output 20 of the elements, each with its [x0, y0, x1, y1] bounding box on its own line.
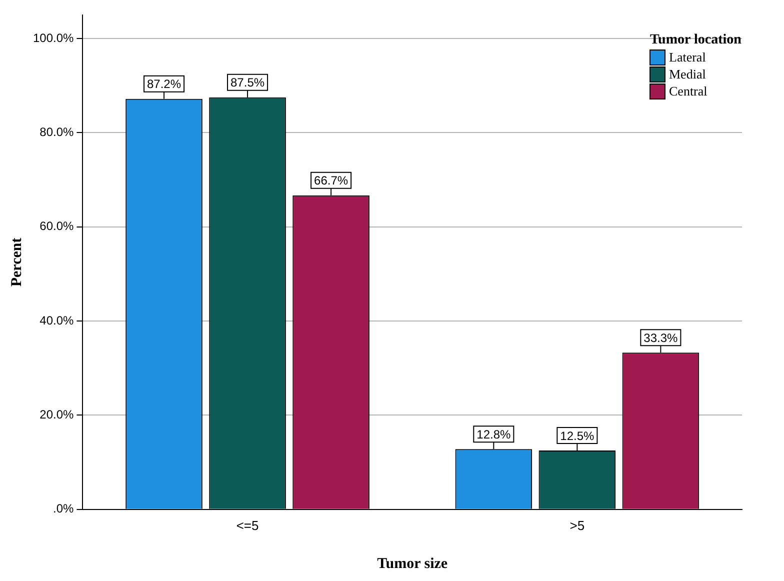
y-tick-label: .0% [53, 502, 74, 516]
legend-label: Medial [669, 66, 706, 82]
x-tick-label: <=5 [236, 518, 259, 533]
x-axis-title: Tumor size [377, 556, 448, 572]
y-axis-title: Percent [8, 238, 25, 287]
y-tick-label: 80.0% [40, 125, 74, 140]
data-label: 87.5% [230, 76, 265, 90]
y-tick-label: 100.0% [32, 30, 74, 45]
data-label: 12.8% [476, 427, 512, 442]
legend-title: Tumor location [650, 32, 742, 48]
legend-label: Lateral [669, 49, 706, 64]
data-label: 87.2% [146, 77, 182, 92]
x-tick-label: >5 [570, 518, 585, 533]
y-tick-label: 40.0% [40, 313, 74, 328]
data-label: 33.3% [644, 330, 678, 345]
y-tick-label: 20.0% [40, 408, 74, 422]
data-label: 66.7% [314, 174, 348, 188]
y-tick-label: 60.0% [40, 219, 74, 234]
data-label: 12.5% [560, 428, 595, 443]
legend-label: Central [669, 83, 708, 98]
